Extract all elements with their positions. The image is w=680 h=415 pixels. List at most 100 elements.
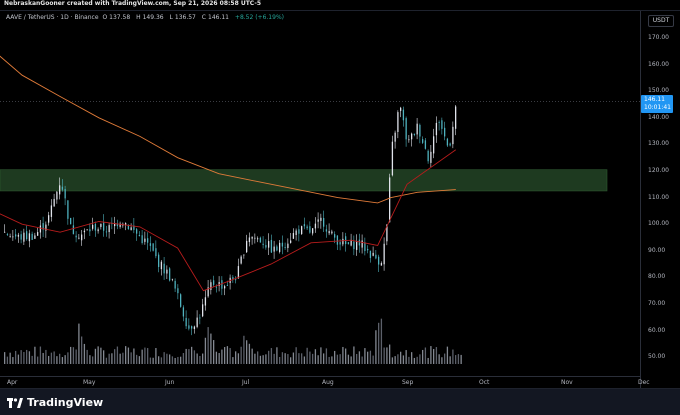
symbol-info-line: AAVE / TetherUS · 1D · Binance O 137.58 H… xyxy=(6,14,286,21)
candle-body xyxy=(83,230,86,233)
symbol-name[interactable]: AAVE / TetherUS · 1D · Binance xyxy=(6,14,99,21)
candle-body xyxy=(328,231,330,234)
candle-body xyxy=(138,234,141,237)
candle-body xyxy=(218,282,220,286)
volume-bar xyxy=(97,346,99,364)
candle-body xyxy=(353,241,355,250)
candle-body xyxy=(221,280,223,289)
volume-bar xyxy=(317,355,319,364)
volume-bar xyxy=(86,349,88,364)
volume-bar xyxy=(303,356,306,364)
candle-body xyxy=(257,238,259,240)
volume-bar xyxy=(356,353,358,364)
candle-body xyxy=(309,226,311,233)
volume-bar xyxy=(108,353,110,364)
volume-bar xyxy=(358,351,361,364)
volume-bar xyxy=(254,353,256,364)
volume-bar xyxy=(427,357,429,364)
volume-bar xyxy=(103,350,105,364)
volume-bar xyxy=(276,347,278,364)
volume-bar xyxy=(4,352,6,364)
volume-bar xyxy=(331,356,333,364)
candle-body xyxy=(149,243,152,246)
volume-bar xyxy=(386,347,388,364)
candle-body xyxy=(397,112,399,132)
volume-bar xyxy=(61,357,64,364)
volume-bar xyxy=(342,346,344,364)
volume-bar xyxy=(152,357,154,364)
candle-body xyxy=(408,139,410,141)
candle-body xyxy=(39,225,42,233)
volume-bar xyxy=(292,352,295,364)
volume-bar xyxy=(290,357,292,364)
volume-bar xyxy=(9,352,11,364)
candle-body xyxy=(133,225,135,230)
volume-bar xyxy=(369,350,372,364)
candle-body xyxy=(136,229,138,234)
volume-bar xyxy=(325,348,328,364)
candle-body xyxy=(119,223,121,227)
price-scale[interactable] xyxy=(640,11,680,388)
volume-bar xyxy=(422,349,424,364)
time-scale[interactable]: Apr May Jun Jul Aug Sep Oct Nov Dec xyxy=(0,376,650,389)
volume-bar xyxy=(394,356,396,364)
ohlc-low: L 136.57 xyxy=(169,14,196,21)
candle-body xyxy=(9,236,11,238)
candle-body xyxy=(342,238,344,245)
price-change: +8.52 (+6.19%) xyxy=(234,14,284,21)
volume-bar xyxy=(367,351,369,364)
volume-bar xyxy=(37,356,39,364)
volume-bar xyxy=(345,348,347,364)
moving-average-short xyxy=(0,149,457,292)
candle-body xyxy=(155,248,157,257)
candle-body xyxy=(188,325,190,329)
candle-body xyxy=(114,223,116,227)
volume-bar xyxy=(34,346,36,364)
candle-body xyxy=(334,234,336,238)
candle-body xyxy=(386,224,388,242)
volume-bar xyxy=(391,357,394,364)
candle-body xyxy=(210,282,212,290)
volume-bar xyxy=(438,354,440,364)
volume-bar xyxy=(413,357,416,364)
tradingview-logo[interactable]: TradingView xyxy=(7,396,103,409)
time-tick-label: Nov xyxy=(561,379,573,386)
volume-bar xyxy=(314,349,317,364)
price-tick-label: 80.00 xyxy=(648,273,666,281)
candle-body xyxy=(56,191,58,200)
candle-body xyxy=(331,231,333,234)
candle-body xyxy=(446,138,449,146)
volume-bar xyxy=(339,354,341,364)
price-chart[interactable] xyxy=(0,11,640,378)
candle-body xyxy=(53,198,55,207)
volume-bar xyxy=(218,353,220,364)
volume-bar xyxy=(361,356,363,364)
candle-body xyxy=(235,279,237,281)
bar-countdown: 10:01:41 xyxy=(644,104,671,111)
last-price-tag: 146.11 10:01:41 xyxy=(641,95,673,113)
volume-bar xyxy=(237,353,240,364)
candle-body xyxy=(196,317,198,327)
candle-body xyxy=(185,317,187,327)
volume-bar xyxy=(441,357,443,364)
candle-body xyxy=(243,254,245,256)
candle-body xyxy=(193,326,196,329)
candle-body xyxy=(240,256,242,264)
volume-bar xyxy=(100,347,102,364)
volume-bar xyxy=(138,356,141,364)
candle-body xyxy=(350,239,352,246)
candle-body xyxy=(127,225,130,230)
candle-body xyxy=(251,236,253,239)
volume-bar xyxy=(45,349,47,364)
volume-bar xyxy=(301,353,303,364)
candle-body xyxy=(301,226,303,235)
last-price-value: 146.11 xyxy=(644,96,665,103)
price-tick-label: 90.00 xyxy=(648,246,666,254)
candle-body xyxy=(284,246,286,248)
candle-body xyxy=(67,200,69,219)
volume-bar xyxy=(122,352,124,364)
candle-body xyxy=(254,237,256,239)
candle-body xyxy=(100,223,102,227)
currency-label[interactable]: USDT xyxy=(648,15,674,27)
volume-bar xyxy=(460,354,462,364)
